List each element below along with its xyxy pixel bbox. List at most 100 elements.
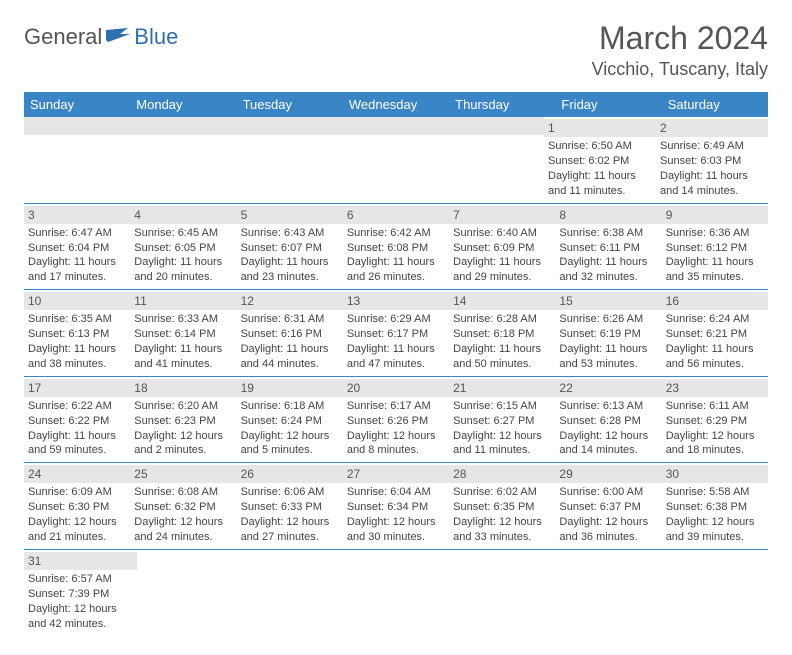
day-number: 19 [237,379,343,397]
day-info-line: Daylight: 12 hours [559,429,657,444]
day-cell: 16Sunrise: 6:24 AMSunset: 6:21 PMDayligh… [662,290,768,376]
day-cell: 23Sunrise: 6:11 AMSunset: 6:29 PMDayligh… [662,377,768,463]
weekday-header: Thursday [449,92,555,117]
day-cell: 17Sunrise: 6:22 AMSunset: 6:22 PMDayligh… [24,377,130,463]
day-info-line: Sunrise: 6:42 AM [347,226,445,241]
week-row: 31Sunrise: 6:57 AMSunset: 7:39 PMDayligh… [24,550,768,636]
day-info-line: Daylight: 12 hours [347,515,445,530]
day-info-line: Sunrise: 6:08 AM [134,485,232,500]
day-number: 3 [24,206,130,224]
day-info-line: and 23 minutes. [241,270,339,285]
day-info-line: Daylight: 11 hours [241,342,339,357]
month-title: March 2024 [592,20,768,57]
day-cell: 26Sunrise: 6:06 AMSunset: 6:33 PMDayligh… [237,463,343,549]
day-number: 27 [343,465,449,483]
empty-day [558,550,663,636]
day-info-line: Sunset: 6:04 PM [28,241,126,256]
day-number: 20 [343,379,449,397]
brand-part2: Blue [134,24,178,50]
day-info-line: Sunset: 6:21 PM [666,327,764,342]
day-info-line: Sunrise: 6:00 AM [559,485,657,500]
day-info-line: and 56 minutes. [666,357,764,372]
weekday-header: Tuesday [237,92,343,117]
day-number: 21 [449,379,555,397]
day-info-line: Sunrise: 6:36 AM [666,226,764,241]
day-info-line: Sunrise: 6:24 AM [666,312,764,327]
day-cell: 10Sunrise: 6:35 AMSunset: 6:13 PMDayligh… [24,290,130,376]
day-info-line: Daylight: 11 hours [241,255,339,270]
day-info-line: Sunset: 6:18 PM [453,327,551,342]
day-cell: 11Sunrise: 6:33 AMSunset: 6:14 PMDayligh… [130,290,236,376]
weekday-header: Sunday [24,92,130,117]
day-number: 23 [662,379,768,397]
week-row: 17Sunrise: 6:22 AMSunset: 6:22 PMDayligh… [24,377,768,464]
day-number: 5 [237,206,343,224]
day-info-line: Daylight: 12 hours [666,515,764,530]
day-info-line: Daylight: 12 hours [453,515,551,530]
day-info-line: Sunset: 6:09 PM [453,241,551,256]
day-cell: 25Sunrise: 6:08 AMSunset: 6:32 PMDayligh… [130,463,236,549]
day-info-line: Daylight: 11 hours [559,255,657,270]
weekday-header: Friday [555,92,661,117]
day-info-line: Sunset: 6:13 PM [28,327,126,342]
day-number: 12 [237,292,343,310]
day-cell: 6Sunrise: 6:42 AMSunset: 6:08 PMDaylight… [343,204,449,290]
day-info-line: and 26 minutes. [347,270,445,285]
day-info-line: and 5 minutes. [241,443,339,458]
day-number: 1 [544,119,656,137]
week-row: 24Sunrise: 6:09 AMSunset: 6:30 PMDayligh… [24,463,768,550]
day-info-line: Sunrise: 6:47 AM [28,226,126,241]
day-info-line: Sunset: 6:12 PM [666,241,764,256]
day-cell: 15Sunrise: 6:26 AMSunset: 6:19 PMDayligh… [555,290,661,376]
day-info-line: Daylight: 12 hours [28,602,133,617]
day-info-line: Daylight: 11 hours [453,342,551,357]
weekday-header: Monday [130,92,236,117]
day-info-line: and 53 minutes. [559,357,657,372]
day-number: 4 [130,206,236,224]
day-info-line: and 14 minutes. [559,443,657,458]
week-row: 1Sunrise: 6:50 AMSunset: 6:02 PMDaylight… [24,117,768,204]
day-info-line: Daylight: 11 hours [453,255,551,270]
day-info-line: Sunrise: 6:13 AM [559,399,657,414]
day-info-line: Sunset: 6:35 PM [453,500,551,515]
day-info-line: Daylight: 11 hours [28,255,126,270]
day-cell: 5 Sunrise: 6:43 AMSunset: 6:07 PMDaylight… [237,204,343,290]
day-number: 13 [343,292,449,310]
day-info-line: and 18 minutes. [666,443,764,458]
day-cell: 20Sunrise: 6:17 AMSunset: 6:26 PMDayligh… [343,377,449,463]
day-info-line: Sunrise: 6:04 AM [347,485,445,500]
empty-day [24,117,128,203]
day-info-line: and 2 minutes. [134,443,232,458]
day-info-line: Daylight: 11 hours [134,342,232,357]
brand-logo: General Blue [24,24,178,50]
day-info-line: and 17 minutes. [28,270,126,285]
day-info-line: Sunrise: 6:09 AM [28,485,126,500]
day-info-line: Sunset: 6:05 PM [134,241,232,256]
day-info-line: Sunrise: 6:45 AM [134,226,232,241]
day-cell: 2Sunrise: 6:49 AMSunset: 6:03 PMDaylight… [656,117,768,203]
day-info-line: and 50 minutes. [453,357,551,372]
empty-day [347,550,452,636]
day-info-line: Sunrise: 6:28 AM [453,312,551,327]
day-info-line: Sunset: 6:22 PM [28,414,126,429]
day-info-line: and 27 minutes. [241,530,339,545]
day-info-line: Sunrise: 6:43 AM [241,226,339,241]
day-info-line: Sunset: 6:02 PM [548,154,652,169]
day-info-line: Daylight: 11 hours [28,342,126,357]
day-cell: 31Sunrise: 6:57 AMSunset: 7:39 PMDayligh… [24,550,137,636]
day-info-line: Sunset: 6:07 PM [241,241,339,256]
day-cell: 14Sunrise: 6:28 AMSunset: 6:18 PMDayligh… [449,290,555,376]
day-info-line: Daylight: 11 hours [347,342,445,357]
day-info-line: Sunset: 6:30 PM [28,500,126,515]
day-number: 30 [662,465,768,483]
day-cell: 9Sunrise: 6:36 AMSunset: 6:12 PMDaylight… [662,204,768,290]
day-info-line: and 35 minutes. [666,270,764,285]
day-info-line: Sunrise: 5:58 AM [666,485,764,500]
day-info-line: Sunset: 6:37 PM [559,500,657,515]
day-info-line: Sunrise: 6:33 AM [134,312,232,327]
day-info-line: and 24 minutes. [134,530,232,545]
empty-day [453,550,558,636]
day-cell: 21Sunrise: 6:15 AMSunset: 6:27 PMDayligh… [449,377,555,463]
day-info-line: Sunset: 6:27 PM [453,414,551,429]
day-info-line: Daylight: 12 hours [559,515,657,530]
